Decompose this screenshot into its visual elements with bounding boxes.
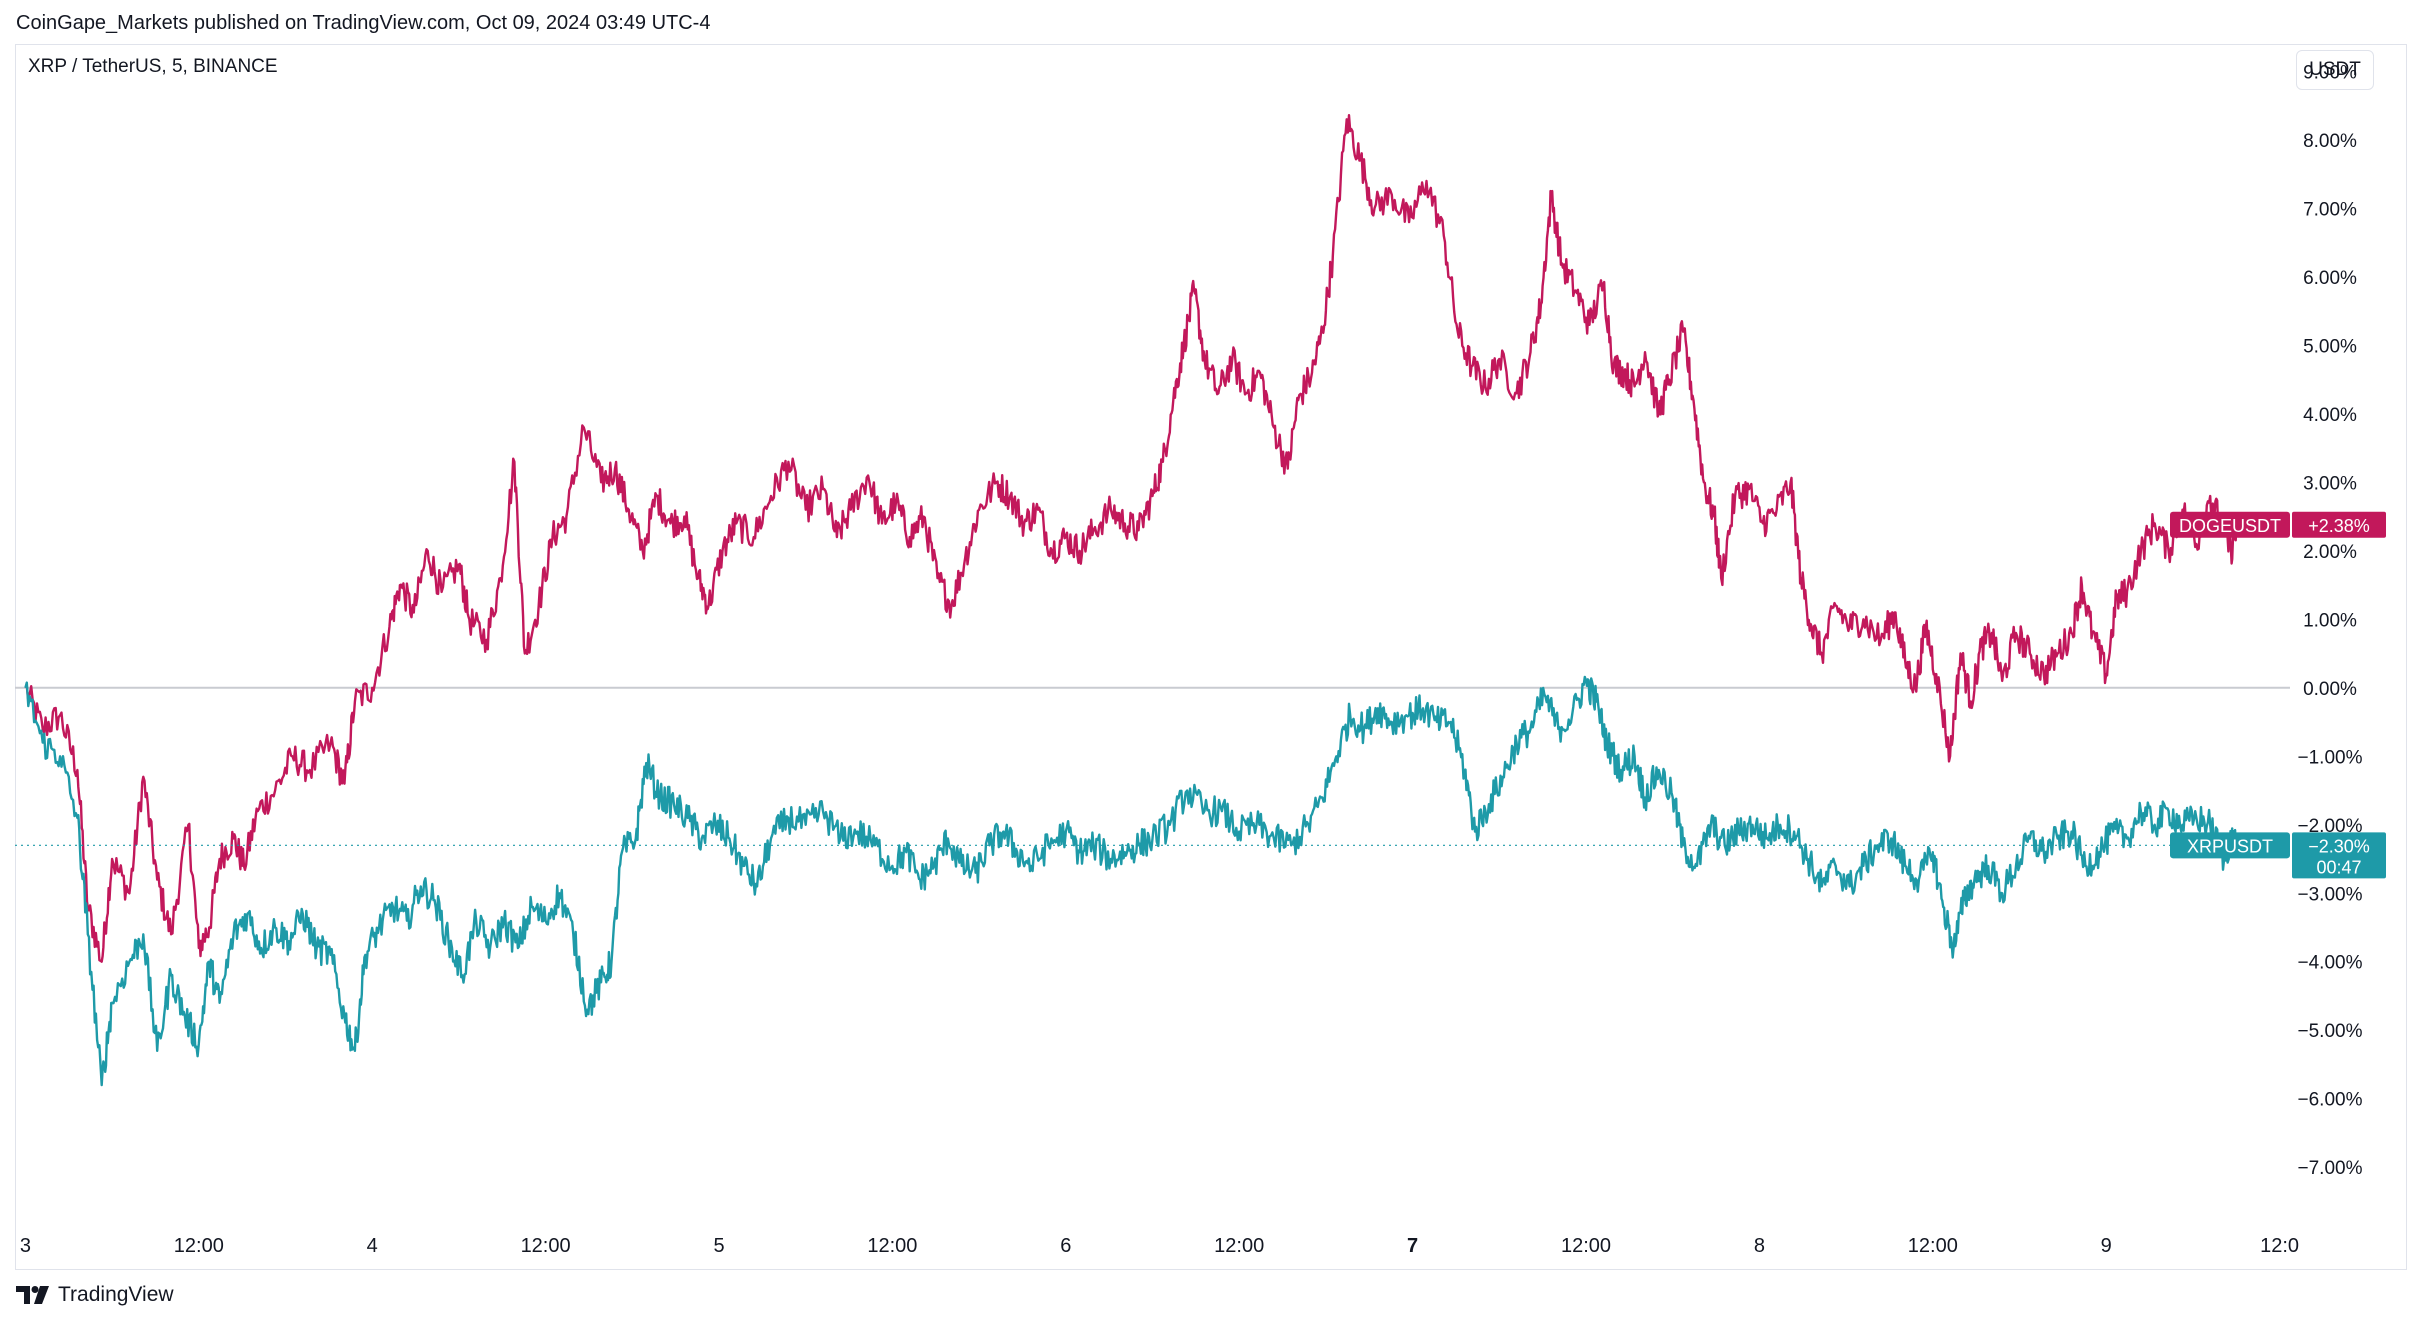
x-axis: 3 12:00 4 12:00 5 12:00 6 12:00 7 12:00 8 12:00 9 12:… [20, 1235, 2299, 1257]
chart-frame [15, 44, 2407, 1270]
y-tick-label: 9.00% [2303, 62, 2357, 83]
x-tick-label: 12:00 [867, 1235, 917, 1257]
x-tick-label: 12:00 [174, 1235, 224, 1257]
badge-xrpusdt: XRPUSDT −2.30%00:47 [2170, 832, 2386, 879]
series-name-label: DOGEUSDT [2179, 516, 2281, 536]
y-tick-label: 1.00% [2303, 610, 2357, 631]
y-tick-label: −7.00% [2298, 1158, 2363, 1179]
last-value-badge [2292, 511, 2386, 538]
published-caption: CoinGape_Markets published on TradingVie… [16, 12, 711, 34]
footer-brand[interactable]: TradingView [16, 1283, 174, 1307]
y-tick-label: −1.00% [2298, 747, 2363, 768]
x-tick-label: 4 [367, 1235, 378, 1257]
y-tick-label: −5.00% [2298, 1021, 2363, 1042]
y-tick-label: 0.00% [2303, 679, 2357, 700]
x-tick-label: 12:00 [1908, 1235, 1958, 1257]
y-tick-label: 8.00% [2303, 131, 2357, 152]
y-tick-label: 5.00% [2303, 336, 2357, 357]
tradingview-logo-icon [16, 1286, 49, 1304]
x-tick-label: 5 [713, 1235, 724, 1257]
symbol-title: XRP / TetherUS, 5, BINANCE [28, 56, 278, 77]
x-tick-label: 12:00 [1561, 1235, 1611, 1257]
x-tick-label: 12:00 [1214, 1235, 1264, 1257]
bar-countdown-label: 00:47 [2316, 857, 2361, 877]
last-value-badges: DOGEUSDT +2.38% XRPUSDT −2.30%00:47 [2170, 511, 2386, 879]
x-tick-label: 12:0 [2260, 1235, 2299, 1257]
badge-dogeusdt: DOGEUSDT +2.38% [2170, 511, 2386, 538]
y-tick-label: −6.00% [2298, 1090, 2363, 1111]
y-tick-label: 3.00% [2303, 473, 2357, 494]
x-tick-label: 9 [2101, 1235, 2112, 1257]
series-name-label: XRPUSDT [2187, 836, 2273, 856]
y-tick-label: 7.00% [2303, 199, 2357, 220]
x-tick-label: 6 [1060, 1235, 1071, 1257]
x-tick-label: 7 [1407, 1235, 1418, 1257]
last-value-badge [2292, 832, 2386, 879]
y-tick-label: −4.00% [2298, 953, 2363, 974]
y-tick-label: −3.00% [2298, 884, 2363, 905]
y-tick-label: 4.00% [2303, 405, 2357, 426]
series-name-pill [2170, 511, 2290, 538]
series-name-pill [2170, 832, 2290, 859]
chart-lines-layer [15, 114, 2290, 1087]
footer-brand-name: TradingView [58, 1283, 174, 1306]
x-tick-label: 8 [1754, 1235, 1765, 1257]
y-tick-label: −2.00% [2298, 816, 2363, 837]
series-line-dogeusdt [24, 114, 2240, 963]
currency-button[interactable]: USDT [2296, 50, 2374, 90]
y-axis: 9.00% 8.00% 7.00% 6.00% 5.00% 4.00% 3.00% 2.00%… [2298, 62, 2363, 1179]
y-tick-label: 2.00% [2303, 542, 2357, 563]
series-line-xrpusdt [24, 675, 2240, 1087]
y-tick-label: 6.00% [2303, 268, 2357, 289]
x-tick-label: 12:00 [521, 1235, 571, 1257]
last-value-label: +2.38% [2308, 516, 2370, 536]
x-tick-label: 3 [20, 1235, 31, 1257]
last-value-label: −2.30% [2308, 836, 2370, 856]
